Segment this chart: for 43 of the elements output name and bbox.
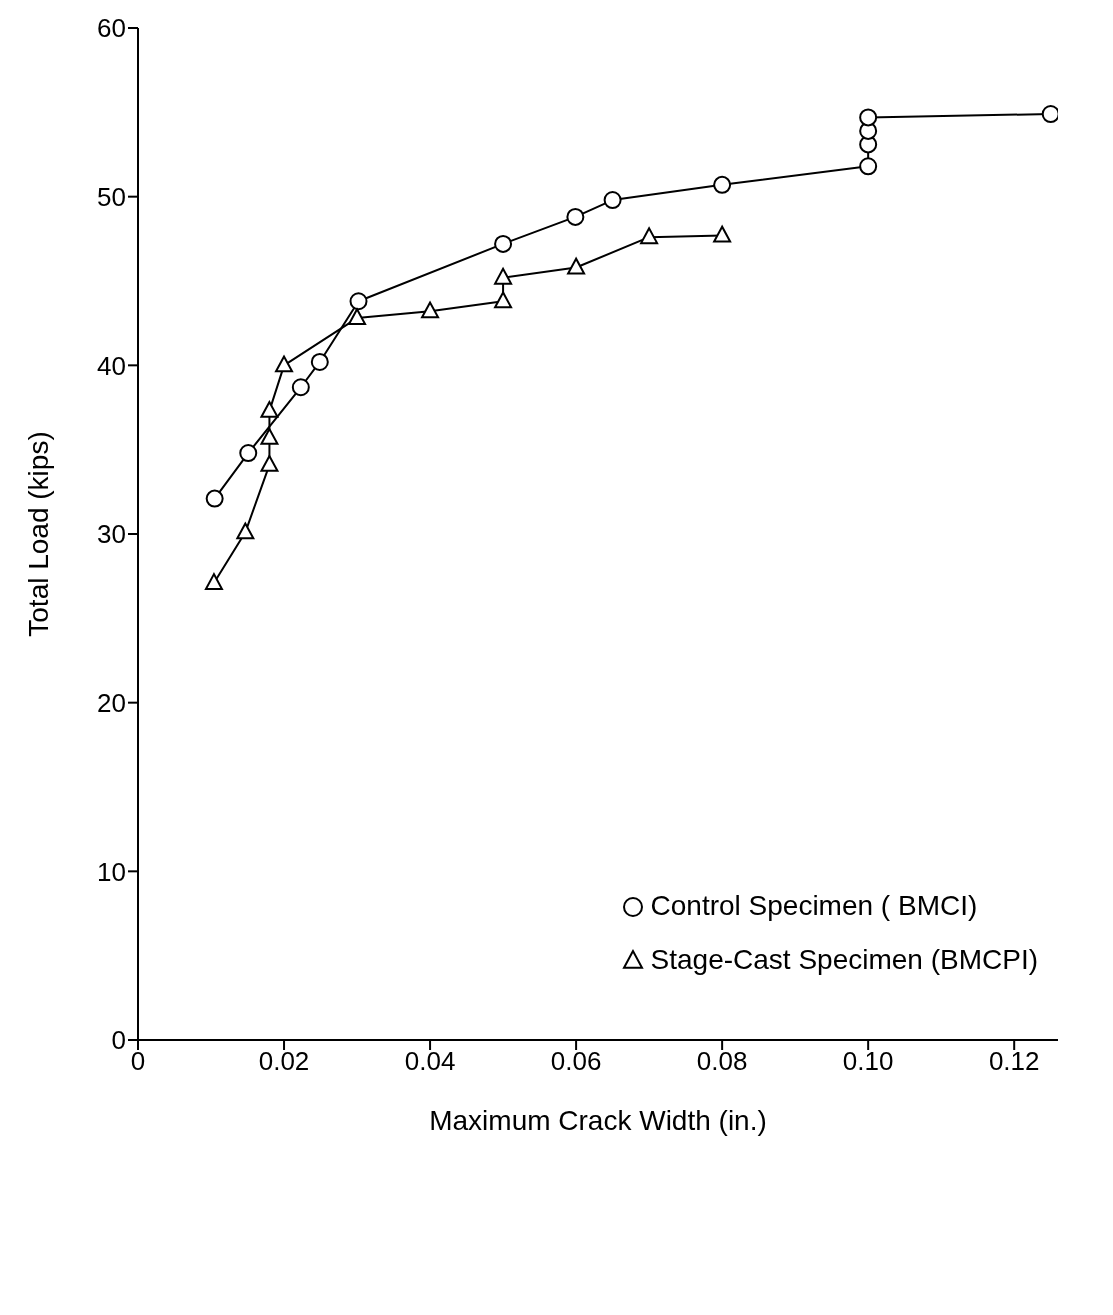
y-tick-label: 0: [111, 1025, 126, 1056]
point: [421, 301, 440, 319]
x-tick-label: 0.08: [696, 1046, 748, 1077]
y-tick-label: 10: [97, 856, 126, 887]
point: [494, 291, 513, 309]
x-tick-label: 0.06: [550, 1046, 602, 1077]
y-tick-label: 40: [97, 350, 126, 381]
x-axis-title: Maximum Crack Width (in.): [429, 1105, 767, 1136]
point: [566, 207, 585, 226]
point: [494, 234, 513, 253]
point: [236, 522, 255, 540]
point: [205, 489, 224, 508]
point: [494, 267, 513, 285]
y-tick-label: 50: [97, 181, 126, 212]
x-tick-label: 0: [130, 1046, 146, 1077]
point: [260, 401, 279, 418]
legend-label: Control Specimen ( BMCI): [650, 890, 978, 922]
point: [603, 191, 622, 210]
point: [348, 308, 367, 326]
y-tick-label: 30: [97, 519, 126, 550]
point: [713, 175, 732, 194]
point: [260, 455, 279, 472]
y-tick-label: 20: [97, 687, 126, 718]
point: [310, 352, 329, 371]
x-tick-label: 0.10: [842, 1046, 894, 1077]
point: [859, 157, 878, 176]
x-tick-label: 0.04: [404, 1046, 456, 1077]
point: [859, 108, 878, 127]
point: [349, 292, 368, 311]
point: [713, 225, 732, 243]
point: [260, 428, 279, 445]
point: [275, 355, 294, 373]
point: [204, 573, 223, 590]
y-axis-title: Total Load (kips): [22, 431, 54, 637]
point: [567, 257, 586, 275]
x-tick-label: 0.02: [258, 1046, 310, 1077]
legend-label: Stage-Cast Specimen (BMCPI): [650, 944, 1038, 976]
x-tick-label: 0.12: [988, 1046, 1040, 1077]
point: [239, 444, 258, 463]
point: [640, 227, 659, 245]
point: [291, 378, 310, 397]
y-tick-label: 60: [97, 13, 126, 44]
point: [1041, 105, 1058, 124]
